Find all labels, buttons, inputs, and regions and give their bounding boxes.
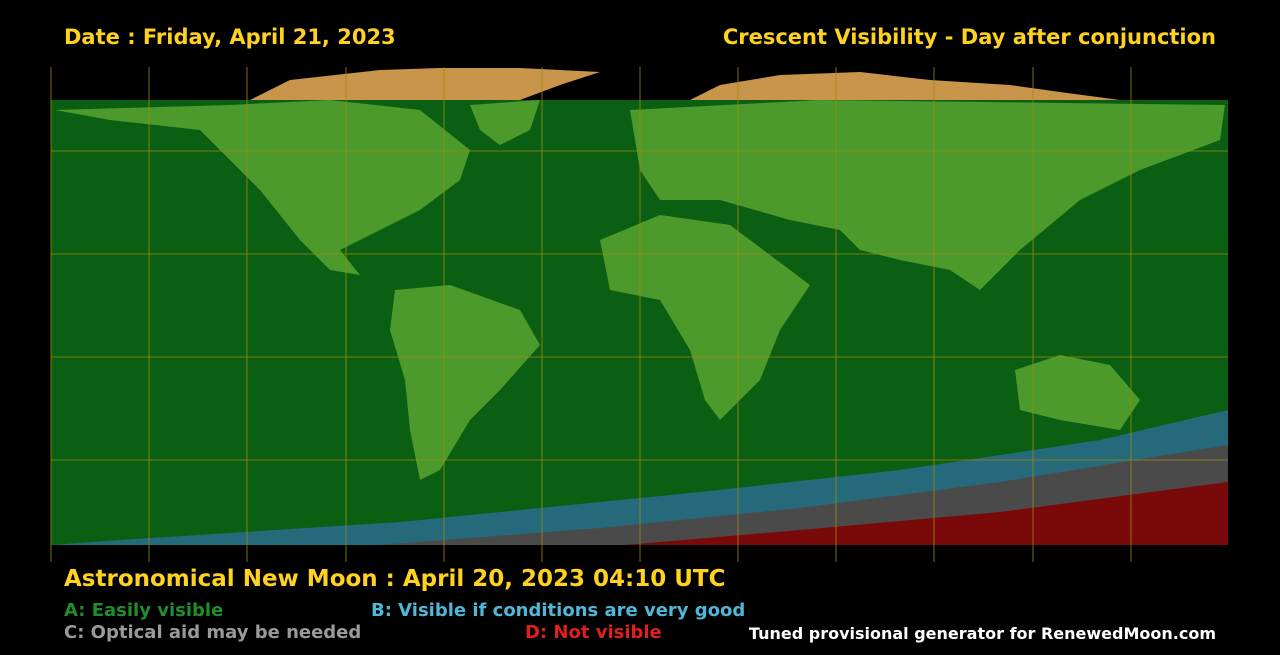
title: Crescent Visibility - Day after conjunct… [722,25,1216,49]
legend-a: A: Easily visible [64,600,224,621]
legend-d: D: Not visible [525,622,662,643]
legend-b: B: Visible if conditions are very good [371,600,746,621]
grid [50,67,1228,562]
visibility-zone-d [625,482,1228,545]
credit: Tuned provisional generator for RenewedM… [748,624,1216,643]
legend-c: C: Optical aid may be needed [64,622,362,643]
map [50,67,1228,562]
new-moon-time: Astronomical New Moon : April 20, 2023 0… [64,566,726,592]
polar-land [250,68,1120,100]
continents [55,100,1225,480]
date: Date : Friday, April 21, 2023 [64,25,396,49]
